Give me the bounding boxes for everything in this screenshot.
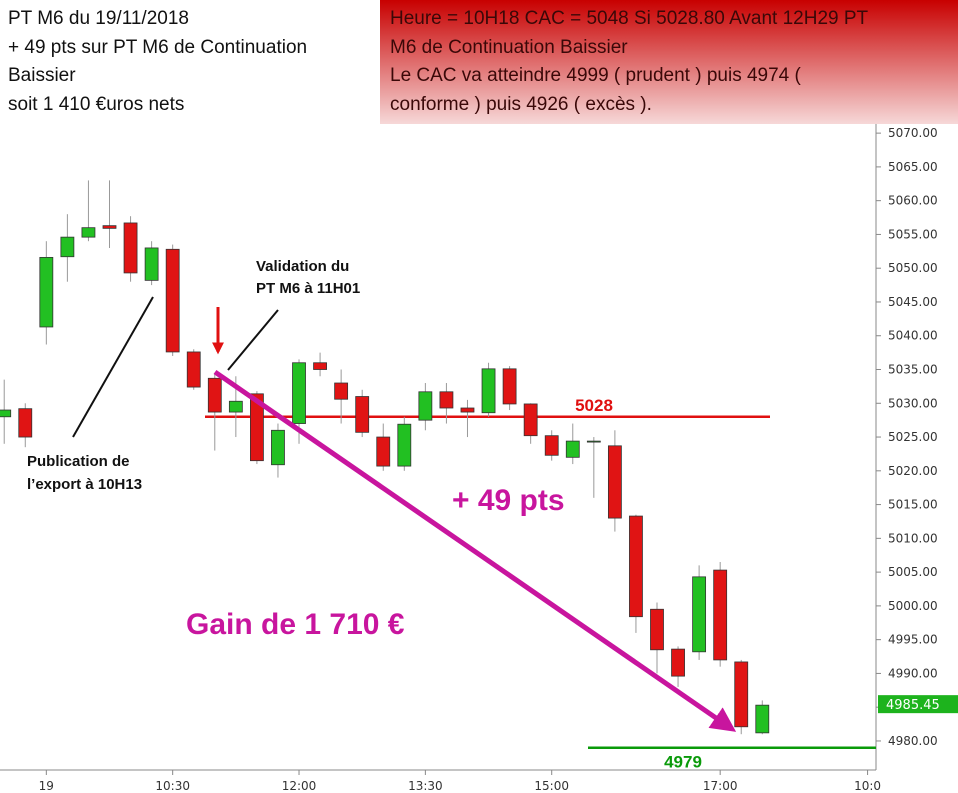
candle-body (755, 704, 770, 734)
last-price-box (878, 695, 958, 714)
level-label: 4979 (664, 753, 702, 772)
annotation: PT M6 à 11H01 (256, 280, 360, 297)
candle-body (81, 227, 96, 238)
info-line: conforme ) puis 4926 ( excès ). (390, 94, 652, 115)
y-tick-label: 5065.00 (888, 160, 938, 174)
candle-body (502, 368, 517, 405)
y-tick-label: 5035.00 (888, 363, 938, 377)
annotation: Publication de (27, 453, 130, 470)
y-tick-label: 4995.00 (888, 633, 938, 647)
trend-arrow (213, 369, 737, 732)
level-label: 5028 (575, 396, 613, 415)
candle-body (250, 393, 264, 462)
candle-body (544, 435, 559, 456)
candle-body (102, 225, 117, 229)
x-tick-label: 12:00 (282, 779, 317, 793)
annotation-gain: Gain de 1 710 € (186, 608, 405, 641)
candle-body (418, 391, 433, 421)
header-line: soit 1 410 €uros nets (8, 94, 184, 115)
candle-body (144, 247, 159, 281)
y-tick-label: 5000.00 (888, 599, 938, 613)
y-tick-label: 5025.00 (888, 430, 938, 444)
candle-body (460, 407, 475, 413)
candle-body (271, 429, 285, 466)
candle-body (60, 236, 75, 258)
pointer-line (227, 309, 279, 371)
y-tick-label: 5070.00 (888, 126, 938, 140)
y-tick-label: 5020.00 (888, 464, 938, 478)
candle-body (355, 396, 370, 433)
y-tick-label: 5040.00 (888, 329, 938, 343)
last-price-label: 4985.45 (886, 698, 940, 713)
candle-body (123, 222, 138, 274)
plot-area: 4980.004985.004990.004995.005000.005005.… (0, 123, 958, 793)
x-tick-label: 10:0 (854, 779, 881, 793)
y-tick-label: 5030.00 (888, 396, 938, 410)
candle-body (313, 362, 327, 370)
annotation-pts: + 49 pts (452, 484, 565, 517)
candle-body (165, 248, 180, 353)
info-line: M6 de Continuation Baissier (390, 37, 628, 58)
header-line: Baissier (8, 65, 76, 86)
x-tick-label: 13:30 (408, 779, 443, 793)
candle-body (523, 403, 538, 437)
candle-body (228, 400, 243, 413)
info-box (380, 0, 958, 124)
y-tick-label: 4990.00 (888, 666, 938, 680)
candle-body (397, 423, 412, 467)
candle-body (0, 409, 12, 418)
x-tick-label: 17:00 (703, 779, 738, 793)
candle-body (18, 408, 33, 438)
candle-body (565, 440, 580, 458)
x-tick-label: 15:00 (534, 779, 569, 793)
candle-body (481, 368, 496, 414)
candle-body (334, 382, 349, 400)
x-tick-label: 10:30 (155, 779, 190, 793)
header-line: + 49 pts sur PT M6 de Continuation (8, 37, 307, 58)
candle-body (376, 436, 391, 467)
candle-body (292, 362, 306, 424)
candle-body (713, 569, 728, 661)
candle-body (186, 351, 201, 388)
y-tick-label: 5005.00 (888, 565, 938, 579)
y-tick-label: 5015.00 (888, 498, 938, 512)
candle-body (39, 256, 54, 328)
info-line: Le CAC va atteindre 4999 ( prudent ) pui… (390, 65, 802, 86)
y-tick-label: 5050.00 (888, 261, 938, 275)
candle-body (439, 391, 454, 409)
x-tick-label: 19 (39, 779, 54, 793)
annotation: l’export à 10H13 (27, 476, 142, 493)
annotation: Validation du (256, 258, 349, 275)
pointer-line (72, 296, 154, 438)
candle-body (207, 377, 222, 413)
y-tick-label: 5045.00 (888, 295, 938, 309)
y-tick-label: 5055.00 (888, 227, 938, 241)
candle-body (586, 440, 601, 443)
candle-body (629, 515, 643, 618)
header-line: PT M6 du 19/11/2018 (8, 8, 189, 29)
y-tick-label: 5010.00 (888, 531, 938, 545)
candle-body (650, 608, 664, 651)
header-box (0, 0, 378, 124)
info-line: Heure = 10H18 CAC = 5048 Si 5028.80 Avan… (390, 8, 869, 29)
candle-body (607, 445, 622, 519)
candle-body (671, 648, 685, 677)
y-tick-label: 4980.00 (888, 734, 938, 748)
candle-body (734, 661, 749, 728)
candle-body (692, 576, 707, 653)
y-tick-label: 5060.00 (888, 194, 938, 208)
